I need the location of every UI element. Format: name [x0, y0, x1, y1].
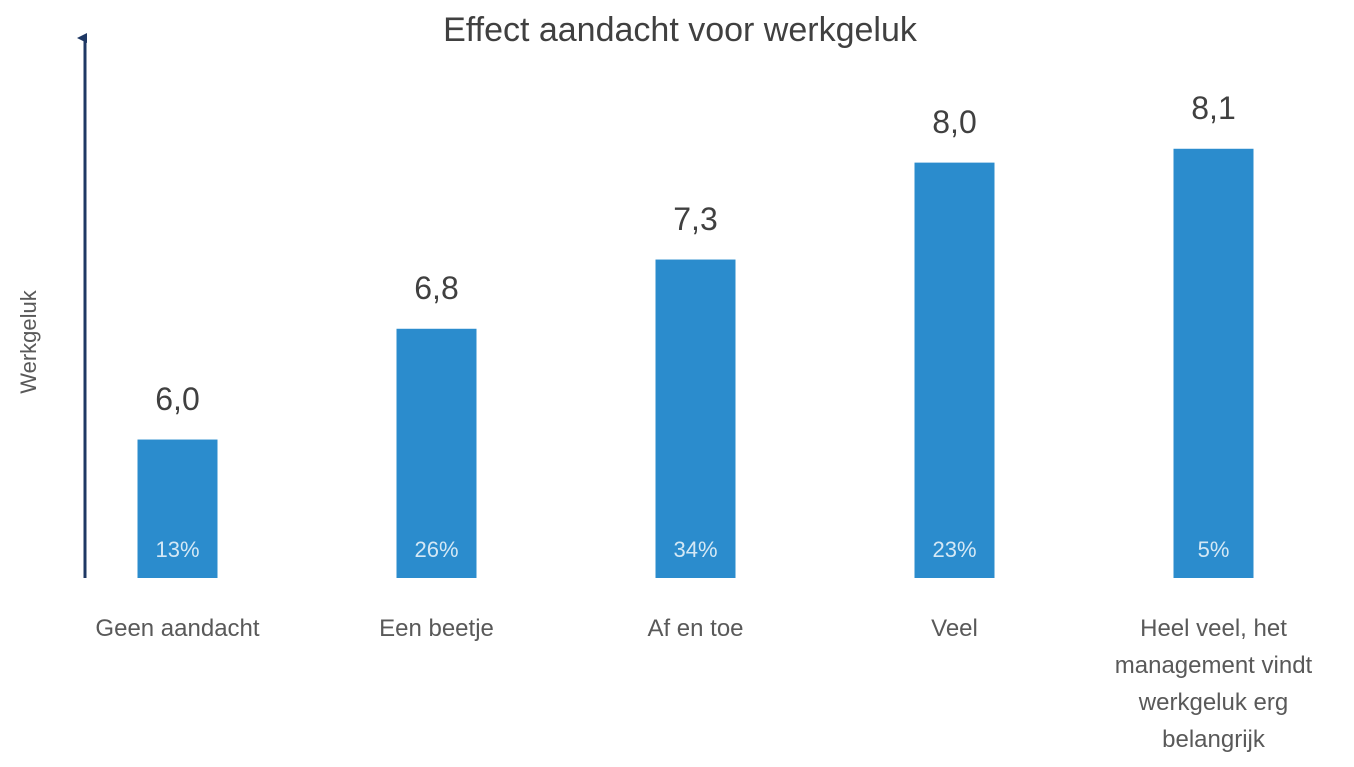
bar: [914, 162, 995, 578]
x-tick-label: Veel: [931, 615, 978, 642]
x-tick-label: Af en toe: [647, 615, 744, 642]
bar-inner-label: 34%: [673, 537, 717, 562]
bar-inner-label: 26%: [414, 537, 458, 562]
bar: [655, 259, 736, 578]
bar-inner-label: 23%: [932, 537, 976, 562]
bar: [396, 328, 477, 578]
bar: [137, 439, 218, 578]
bar: [1173, 148, 1254, 578]
x-tick-label: Geen aandacht: [95, 615, 260, 642]
y-axis-label: Werkgeluk: [16, 289, 41, 394]
data-label: 8,0: [932, 104, 976, 140]
data-label: 8,1: [1191, 90, 1235, 126]
data-label: 7,3: [673, 201, 717, 237]
bar-inner-label: 13%: [155, 537, 199, 562]
bar-inner-label: 5%: [1198, 537, 1230, 562]
x-tick-label: Heel veel, het management vindt werkgelu…: [1114, 615, 1313, 753]
x-tick-label: Een beetje: [379, 615, 494, 642]
chart-title: Effect aandacht voor werkgeluk: [443, 11, 918, 49]
data-label: 6,0: [155, 381, 199, 417]
data-label: 6,8: [414, 270, 458, 306]
